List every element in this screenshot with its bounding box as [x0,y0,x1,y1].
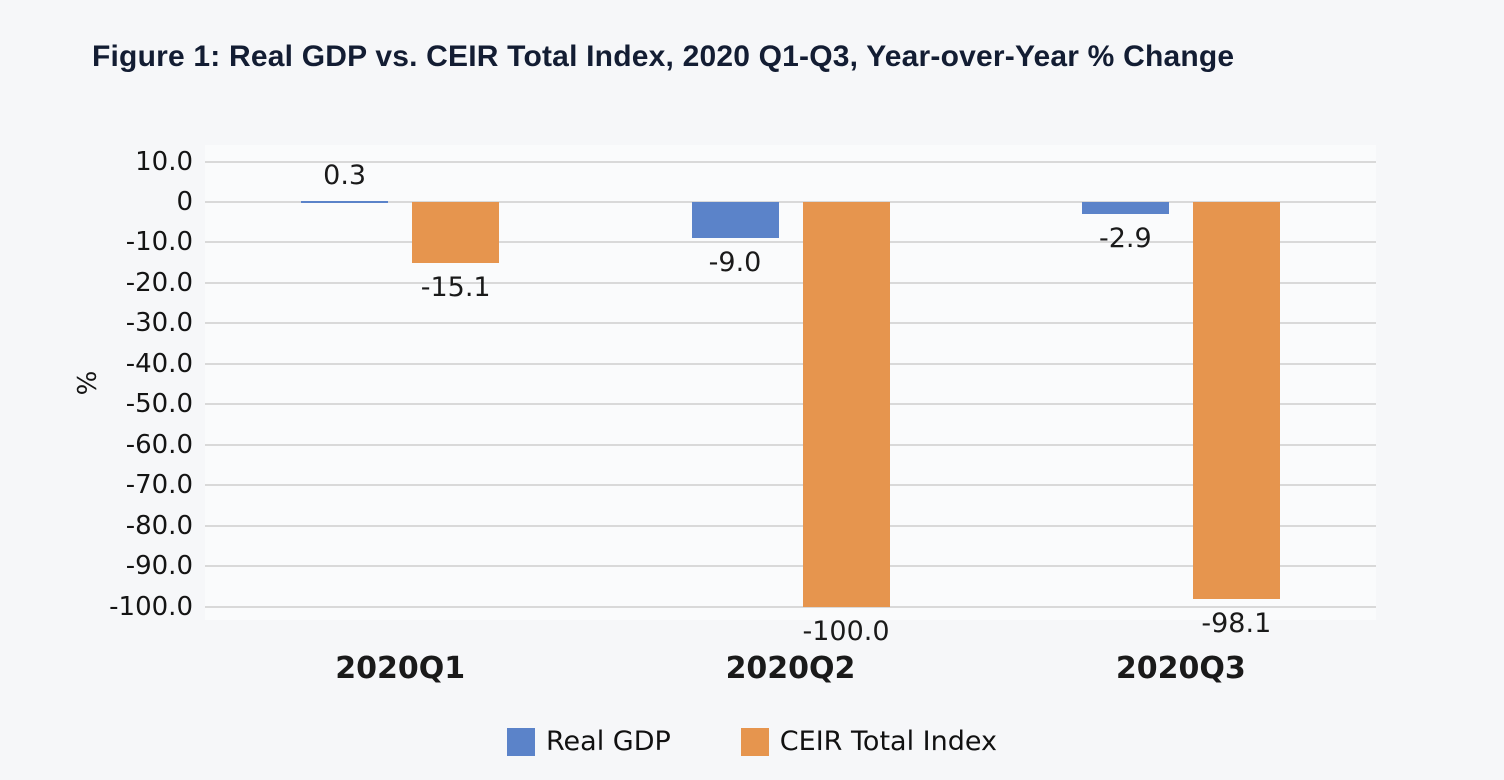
y-axis-tick-label: -50.0 [125,389,193,420]
bar-ceir-total-index-2020q1 [412,202,500,264]
y-axis-title: % [73,370,103,396]
gridline [205,605,1376,608]
gridline [205,403,1376,406]
legend-item-ceir-total-index: CEIR Total Index [740,726,997,757]
y-axis-tick-label: -70.0 [125,470,193,501]
x-axis-category-label: 2020Q1 [335,651,466,686]
legend-swatch-icon [507,727,535,756]
bar-value-label: -2.9 [1098,222,1152,254]
bar-ceir-total-index-2020q2 [802,202,890,607]
figure-title: Figure 1: Real GDP vs. CEIR Total Index,… [92,40,1235,73]
legend-swatch-icon [740,727,769,756]
y-axis-tick-label: -40.0 [125,348,193,379]
y-axis-tick-label: -100.0 [109,591,193,622]
x-axis-category-label: 2020Q2 [725,651,856,686]
gridline [205,201,1376,203]
bar-value-label: -15.1 [420,272,491,304]
bar-real-gdp-2020q2 [691,202,779,239]
gridline [205,565,1376,568]
gridline [205,484,1376,487]
bar-value-label: -9.0 [708,247,762,279]
y-axis-tick-label: -30.0 [125,308,193,339]
x-axis-category-label: 2020Q3 [1115,651,1246,686]
gridline [205,443,1376,446]
y-axis-tick-label: 0 [176,187,193,217]
gridline [205,524,1376,527]
legend-label: CEIR Total Index [779,726,997,757]
gridline [205,281,1376,284]
legend-item-real-gdp: Real GDP [507,726,671,757]
bar-ceir-total-index-2020q3 [1192,202,1280,599]
y-axis-tick-label: -90.0 [125,551,193,582]
gridline [205,160,1376,163]
bar-real-gdp-2020q3 [1081,202,1169,214]
y-axis-tick-label: -80.0 [125,510,193,541]
bar-real-gdp-2020q1 [301,200,389,203]
gridline [205,322,1376,325]
bar-value-label: -98.1 [1201,607,1272,639]
y-axis-tick-label: 10.0 [135,146,193,177]
y-axis-tick-label: -10.0 [125,227,193,258]
gridline [205,362,1376,365]
plot-area [205,145,1376,620]
gridline [205,241,1376,244]
bar-value-label: -100.0 [802,615,890,647]
bar-value-label: 0.3 [323,159,367,191]
y-axis-tick-label: -60.0 [125,429,193,460]
y-axis-tick-label: -20.0 [125,267,193,298]
legend-label: Real GDP [546,726,671,757]
chart-legend: Real GDP CEIR Total Index [0,726,1504,757]
